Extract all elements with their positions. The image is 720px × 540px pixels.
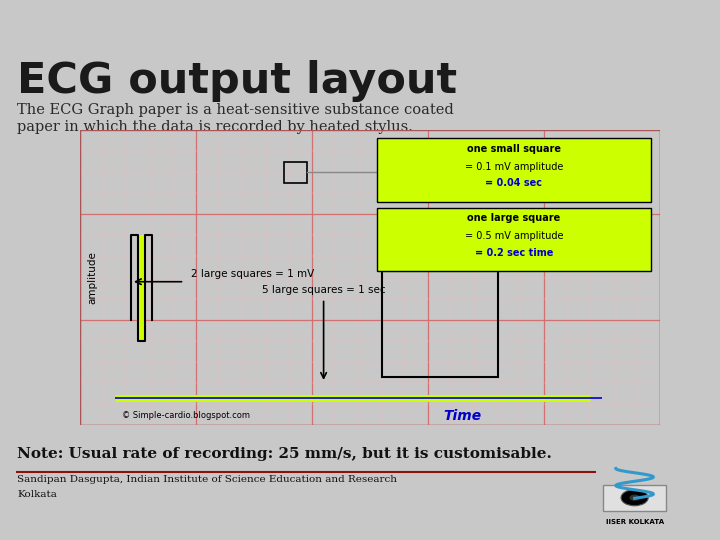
Text: © Simple-cardio.blogspot.com: © Simple-cardio.blogspot.com <box>122 411 250 420</box>
Text: IISER KOLKATA: IISER KOLKATA <box>606 519 664 525</box>
Bar <box>603 485 666 511</box>
Text: amplitude: amplitude <box>88 251 98 304</box>
Text: = 0.5 mV amplitude: = 0.5 mV amplitude <box>464 231 563 241</box>
Bar <box>377 208 651 271</box>
Text: one small square: one small square <box>467 144 561 154</box>
Text: paper in which the data is recorded by heated stylus.: paper in which the data is recorded by h… <box>17 120 413 134</box>
Text: 5 large squares = 1 sec: 5 large squares = 1 sec <box>262 286 385 295</box>
Bar <box>284 161 307 183</box>
Text: The ECG Graph paper is a heat-sensitive substance coated: The ECG Graph paper is a heat-sensitive … <box>17 103 454 117</box>
Text: Time: Time <box>444 409 482 422</box>
Text: one large square: one large square <box>467 213 560 223</box>
Text: Sandipan Dasgupta, Indian Institute of Science Education and Research: Sandipan Dasgupta, Indian Institute of S… <box>17 475 397 484</box>
Text: ECG output layout: ECG output layout <box>17 60 457 102</box>
Text: = 0.1 mV amplitude: = 0.1 mV amplitude <box>464 161 563 172</box>
Text: 2 large squares = 1 mV: 2 large squares = 1 mV <box>192 268 315 279</box>
Text: Note: Usual rate of recording: 25 mm/s, but it is customisable.: Note: Usual rate of recording: 25 mm/s, … <box>17 447 552 461</box>
Text: = 0.04 sec: = 0.04 sec <box>485 178 542 188</box>
Bar <box>382 271 498 376</box>
Text: Kolkata: Kolkata <box>17 490 57 499</box>
Circle shape <box>629 495 640 501</box>
Text: = 0.2 sec time: = 0.2 sec time <box>474 248 553 258</box>
Circle shape <box>621 490 648 506</box>
Bar <box>377 138 651 201</box>
Bar <box>138 235 145 341</box>
